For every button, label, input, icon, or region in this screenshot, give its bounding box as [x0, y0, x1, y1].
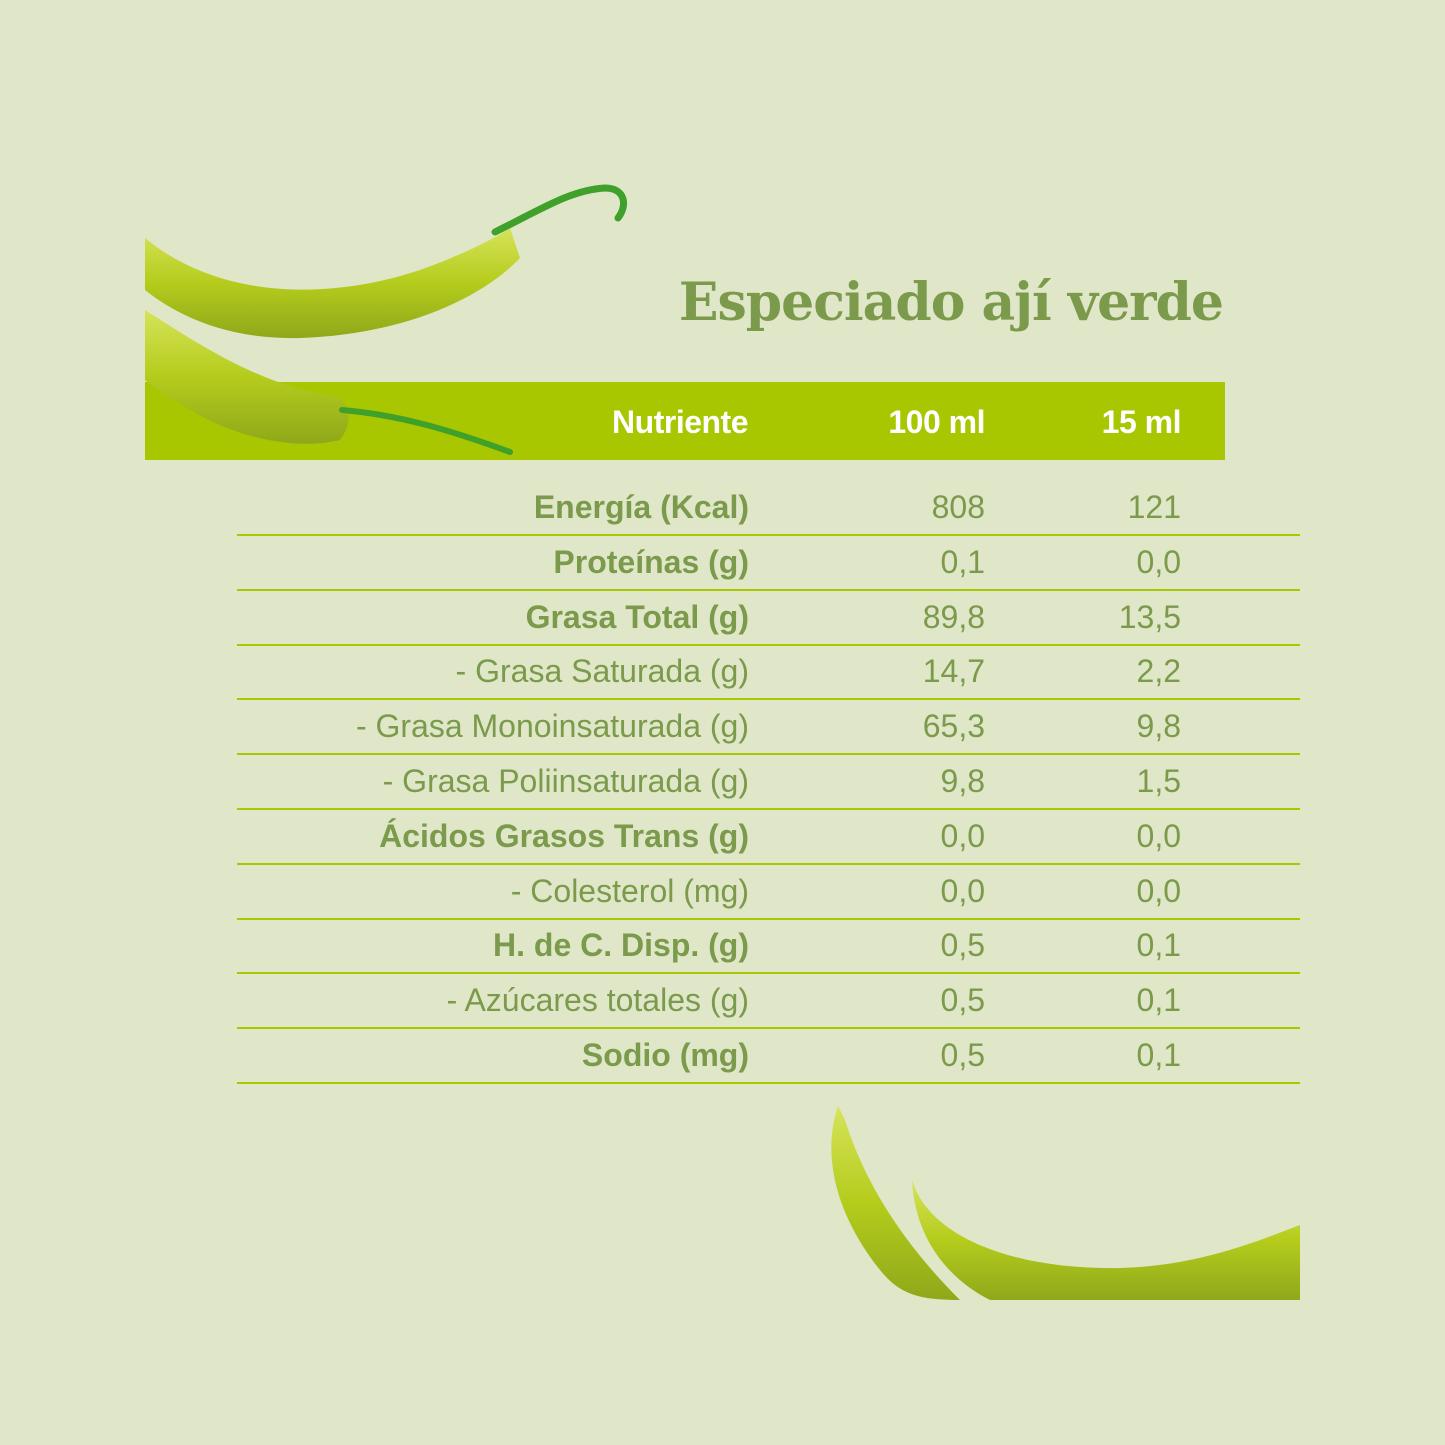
nutrient-label: Proteínas (g) [553, 543, 749, 580]
value-15ml: 0,1 [1136, 982, 1181, 1019]
value-100ml: 65,3 [922, 708, 985, 745]
value-15ml: 0,1 [1136, 1037, 1181, 1073]
pepper-top [145, 228, 520, 339]
value-100ml: 0,0 [940, 817, 985, 854]
table-row: Proteínas (g) 0,1 0,0 [237, 536, 1300, 591]
table-row: - Grasa Saturada (g) 14,7 2,2 [237, 645, 1300, 701]
header-100ml: 100 ml [888, 404, 985, 440]
table-row: Grasa Total (g) 89,8 13,5 [237, 591, 1300, 646]
value-100ml: 0,1 [940, 543, 985, 580]
header-nutrient: Nutriente [612, 404, 748, 440]
table-row: - Azúcares totales (g) 0,5 0,1 [237, 974, 1300, 1030]
header-15ml: 15 ml [1101, 404, 1182, 440]
table-row: Sodio (mg) 0,5 0,1 [237, 1029, 1300, 1084]
table-row: H. de C. Disp. (g) 0,5 0,1 [237, 919, 1300, 975]
value-15ml: 2,2 [1136, 653, 1181, 690]
table-row: Energía (Kcal) 808 121 [237, 481, 1300, 536]
value-100ml: 0,5 [940, 927, 985, 964]
table-row: - Colesterol (mg) 0,0 0,0 [237, 865, 1300, 920]
value-15ml: 9,8 [1136, 708, 1181, 745]
value-15ml: 0,0 [1136, 543, 1181, 580]
value-100ml: 14,7 [922, 653, 985, 690]
pepper-bottom-right [912, 1180, 1300, 1300]
nutrient-label: Energía (Kcal) [533, 489, 749, 525]
nutrient-label: - Grasa Poliinsaturada (g) [382, 763, 749, 799]
value-100ml: 9,8 [940, 763, 985, 799]
pepper-bottom-left [831, 1106, 960, 1300]
value-15ml: 0,1 [1136, 927, 1181, 964]
table-row: Ácidos Grasos Trans (g) 0,0 0,0 [237, 810, 1300, 865]
nutrient-label: - Colesterol (mg) [510, 872, 749, 909]
nutrient-label: H. de C. Disp. (g) [493, 927, 749, 964]
table-row: - Grasa Poliinsaturada (g) 9,8 1,5 [237, 755, 1300, 810]
value-15ml: 121 [1127, 489, 1181, 525]
value-15ml: 0,0 [1136, 872, 1181, 909]
pepper-middle [145, 310, 349, 444]
page-title: Especiado ají verde [678, 272, 1224, 333]
value-100ml: 0,5 [940, 982, 985, 1019]
nutrient-label: - Grasa Saturada (g) [455, 653, 749, 690]
value-15ml: 1,5 [1136, 763, 1181, 799]
pepper-top-stem [491, 184, 628, 236]
pepper-middle-stem [339, 407, 513, 455]
value-100ml: 0,5 [940, 1037, 985, 1073]
value-15ml: 13,5 [1118, 598, 1181, 635]
nutrient-label: - Grasa Monoinsaturada (g) [355, 708, 749, 745]
nutrient-label: Grasa Total (g) [525, 598, 749, 635]
value-15ml: 0,0 [1136, 817, 1181, 854]
nutrient-label: Ácidos Grasos Trans (g) [379, 817, 749, 854]
nutrient-label: Sodio (mg) [581, 1037, 749, 1073]
nutrient-label: - Azúcares totales (g) [446, 982, 749, 1019]
table-row: - Grasa Monoinsaturada (g) 65,3 9,8 [237, 700, 1300, 756]
value-100ml: 0,0 [940, 872, 985, 909]
value-100ml: 808 [931, 489, 985, 525]
value-100ml: 89,8 [922, 598, 985, 635]
